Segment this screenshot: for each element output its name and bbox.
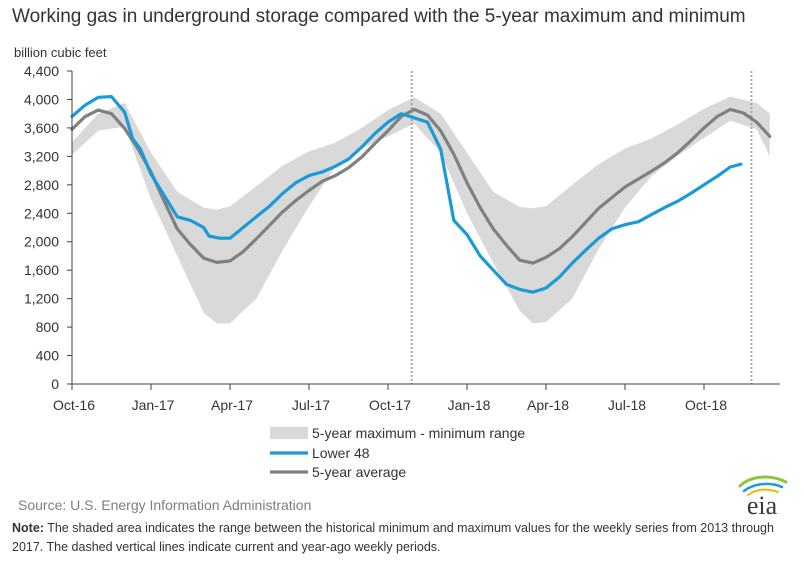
- logo-swoosh-yellow: [747, 488, 779, 496]
- x-tick-label: Oct-16: [53, 397, 95, 413]
- vline-layer: [410, 71, 753, 384]
- y-tick-label: 2,800: [24, 177, 59, 193]
- logo-swoosh-green: [738, 475, 788, 488]
- y-tick-label: 2,400: [24, 205, 59, 221]
- series-line-5-year-average: [70, 107, 772, 265]
- range-band: [72, 96, 770, 324]
- source-text: Source: U.S. Energy Information Administ…: [18, 497, 312, 513]
- axis-layer: billion cubic feet 0 400 800 1,200 1,600 2,000…: [14, 45, 780, 413]
- logo-text: eia: [747, 491, 778, 518]
- x-tick-label: Apr-17: [211, 397, 253, 413]
- x-tick-label: Jul-18: [608, 397, 646, 413]
- y-tick-label: 1,200: [24, 291, 59, 307]
- legend-label: Lower 48: [312, 445, 370, 461]
- legend-label: 5-year average: [312, 464, 406, 480]
- x-tick-label: Jul-17: [292, 397, 330, 413]
- y-tick-label: 4,400: [24, 63, 59, 79]
- chart-title: Working gas in underground storage compa…: [12, 6, 746, 27]
- y-tick-label: 3,200: [24, 148, 59, 164]
- y-tick-label: 3,600: [24, 120, 59, 136]
- chart: billion cubic feet 0 400 800 1,200 1,600 2,000…: [14, 45, 780, 480]
- y-tick-label: 0: [51, 376, 59, 392]
- y-tick-label: 2,000: [24, 234, 59, 250]
- note-label: Note:: [12, 521, 44, 535]
- series-layer: [70, 94, 772, 294]
- legend-label: 5-year maximum - minimum range: [312, 425, 525, 441]
- legend-layer: 5-year maximum - minimum range Lower 48 5-…: [270, 425, 525, 480]
- eia-logo: eia: [738, 475, 788, 518]
- legend-swatch-range: [270, 427, 308, 439]
- y-tick-label: 4,000: [24, 91, 59, 107]
- x-tick-label: Apr-18: [527, 397, 569, 413]
- x-tick-label: Oct-17: [369, 397, 411, 413]
- range-layer: [72, 96, 770, 324]
- y-tick-label: 1,600: [24, 262, 59, 278]
- x-tick-label: Jan-18: [448, 397, 491, 413]
- note: Note: The shaded area indicates the rang…: [12, 519, 798, 557]
- logo-swoosh-blue: [742, 482, 784, 493]
- y-tick-label: 400: [36, 348, 60, 364]
- y-axis-label: billion cubic feet: [14, 45, 107, 60]
- x-tick-label: Jan-17: [132, 397, 175, 413]
- note-text: The shaded area indicates the range betw…: [12, 521, 774, 554]
- y-tick-label: 800: [36, 319, 60, 335]
- x-tick-label: Oct-18: [685, 397, 727, 413]
- series-line-lower-48: [70, 94, 743, 294]
